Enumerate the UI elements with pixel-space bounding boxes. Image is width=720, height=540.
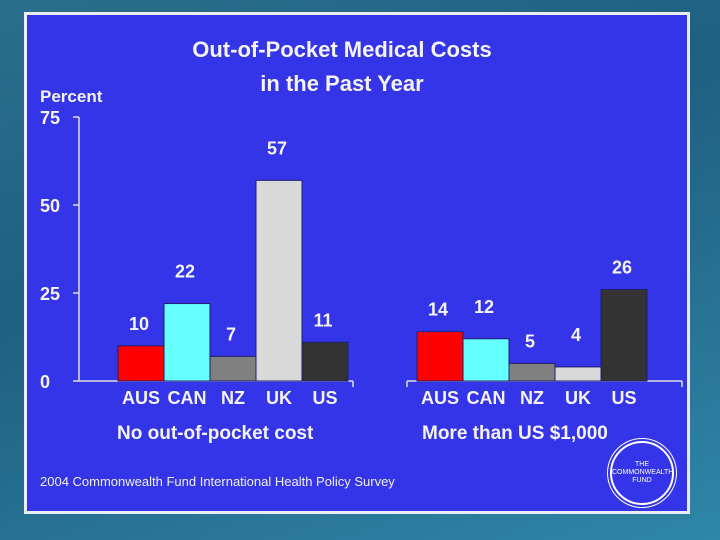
bar xyxy=(117,345,165,382)
bar xyxy=(209,355,257,382)
group-label-over-1000: More than US $1,000 xyxy=(422,423,608,444)
category-label: AUS xyxy=(421,388,459,408)
chart-title-line-1: Out-of-Pocket Medical Costs xyxy=(192,37,492,62)
data-label: 5 xyxy=(525,331,535,351)
data-label: 57 xyxy=(267,138,287,158)
category-label: US xyxy=(611,388,636,408)
y-tick-label: 50 xyxy=(40,196,60,216)
slide: Out-of-Pocket Medical Costs in the Past … xyxy=(24,12,690,514)
y-tick-label: 75 xyxy=(40,108,60,128)
category-label: NZ xyxy=(520,388,544,408)
logo-line-3: FUND xyxy=(632,477,652,484)
bar xyxy=(301,341,349,382)
data-label: 7 xyxy=(226,324,236,344)
category-label: AUS xyxy=(122,388,160,408)
commonwealth-fund-logo: THE COMMONWEALTH FUND xyxy=(610,441,674,505)
category-label: US xyxy=(312,388,337,408)
data-label: 4 xyxy=(571,325,581,345)
bar xyxy=(462,338,510,382)
y-axis-label: Percent xyxy=(40,87,103,106)
bar xyxy=(163,303,211,382)
bar xyxy=(416,331,464,382)
category-label: UK xyxy=(565,388,591,408)
y-tick-label: 0 xyxy=(40,372,50,392)
survey-source: 2004 Commonwealth Fund International Hea… xyxy=(40,474,395,489)
category-label: CAN xyxy=(467,388,506,408)
data-label: 22 xyxy=(175,262,195,282)
data-label: 14 xyxy=(428,300,448,320)
bar xyxy=(600,288,648,382)
data-label: 10 xyxy=(129,314,149,334)
bar-chart: Percent 0 25 50 75 10 AUS 22 CAN 7 NZ 57 UK 11 US 14 AUS… xyxy=(40,87,683,408)
y-tick-label: 25 xyxy=(40,284,60,304)
bar xyxy=(508,362,556,382)
category-label: CAN xyxy=(168,388,207,408)
bar xyxy=(554,366,602,382)
data-label: 11 xyxy=(313,310,332,330)
logo-line-2: COMMONWEALTH xyxy=(612,469,674,476)
category-label: NZ xyxy=(221,388,245,408)
bar xyxy=(255,179,303,382)
data-label: 12 xyxy=(474,297,494,317)
group-label-no-cost: No out-of-pocket cost xyxy=(117,423,314,444)
logo-line-1: THE xyxy=(635,461,649,468)
data-label: 26 xyxy=(612,257,632,277)
chart-title-line-2: in the Past Year xyxy=(260,71,424,96)
category-label: UK xyxy=(266,388,292,408)
